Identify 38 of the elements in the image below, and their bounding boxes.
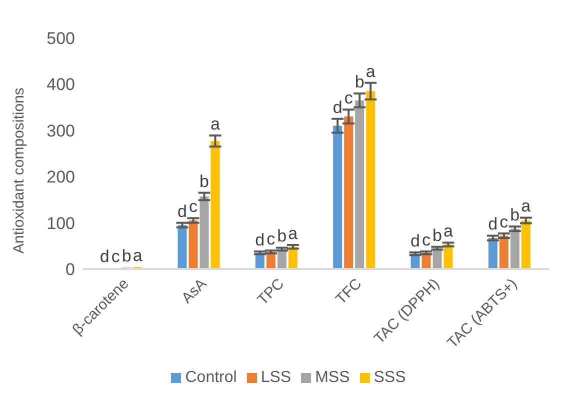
data-label: a	[366, 62, 376, 81]
data-label: d	[255, 230, 265, 250]
data-label: b	[432, 226, 442, 245]
data-label: d	[178, 202, 187, 221]
x-tick-label: TFC	[332, 275, 366, 308]
y-tick-label: 0	[66, 260, 75, 280]
y-tick-label: 200	[46, 168, 75, 187]
data-label: c	[500, 212, 509, 232]
legend-label: Control	[185, 369, 237, 386]
data-label: d	[410, 231, 420, 250]
data-label: a	[288, 224, 298, 243]
x-tick-label: TPC	[254, 275, 288, 309]
data-label: b	[510, 205, 520, 224]
y-tick-label: 100	[46, 214, 75, 233]
legend-label: SSS	[374, 369, 406, 386]
x-tick-label: AsA	[178, 275, 210, 307]
data-label: b	[354, 72, 364, 92]
data-label: c	[111, 247, 120, 266]
data-label: c	[189, 197, 198, 216]
data-label: d	[100, 247, 110, 266]
data-label: a	[210, 114, 221, 134]
y-axis-title: Antioxidant compositions	[10, 88, 28, 254]
data-label: c	[266, 230, 276, 249]
data-label: d	[332, 98, 342, 117]
data-label: b	[200, 172, 209, 191]
data-label: b	[122, 246, 132, 266]
legend-label: MSS	[315, 369, 350, 386]
data-label: a	[132, 246, 143, 266]
y-tick-label: 300	[46, 121, 75, 140]
y-tick-label: 500	[46, 29, 75, 48]
data-label: b	[277, 226, 287, 246]
data-label: c	[344, 88, 354, 108]
legend-label: LSS	[260, 369, 292, 386]
data-label: a	[444, 222, 454, 241]
data-label: a	[521, 196, 532, 216]
data-label: c	[422, 230, 432, 250]
y-tick-label: 400	[46, 75, 75, 94]
data-label: d	[488, 214, 498, 234]
